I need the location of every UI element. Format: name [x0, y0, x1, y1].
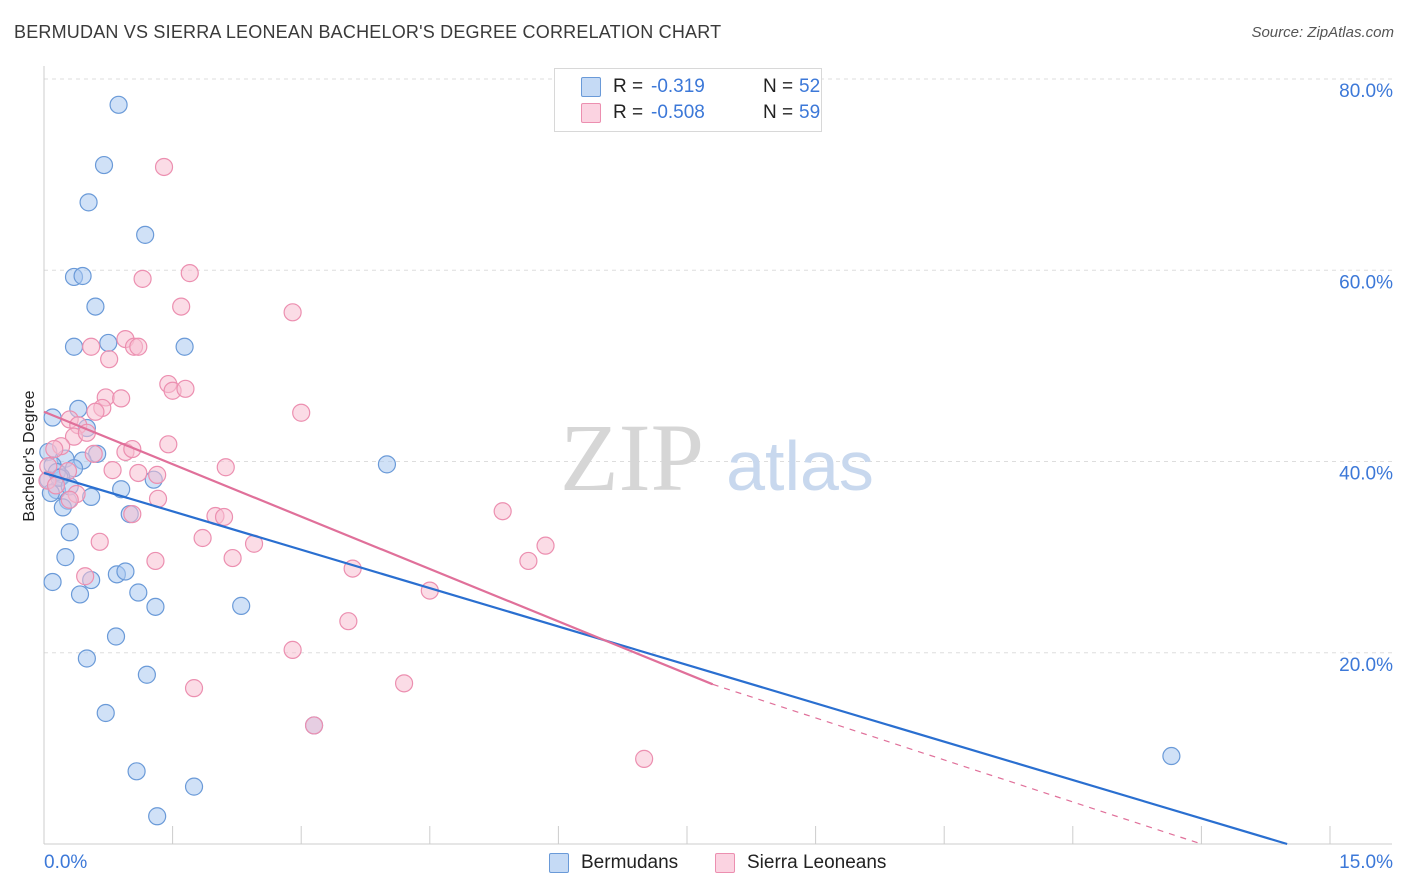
bermudan-point: [79, 193, 98, 212]
sierra-leonean-point: [176, 379, 195, 398]
sierra-leonean-point: [123, 504, 142, 524]
sierra-leonean-point: [82, 337, 101, 356]
legend-swatch-pink: [581, 103, 601, 123]
legend-label-sierra-leoneans: Sierra Leoneans: [747, 852, 887, 873]
correlation-legend: R = -0.319 N = 52 R = -0.508 N = 59: [554, 68, 822, 132]
bermudan-point: [96, 703, 115, 723]
bermudan-point: [116, 562, 135, 581]
sierra-leonean-point: [76, 567, 95, 586]
bermudan-point: [146, 597, 165, 616]
legend-n-value-sierra-leoneans: 59: [799, 102, 821, 123]
bermudan-point: [127, 762, 146, 781]
sierra-leonean-point: [159, 435, 178, 454]
legend-label-bermudans: Bermudans: [581, 852, 679, 873]
sierra-leonean-trendline-extension: [712, 683, 1202, 845]
sierra-leonean-point: [536, 536, 555, 555]
sierra-leonean-point: [129, 337, 148, 356]
bermudan-point: [1162, 746, 1181, 766]
x-tick-label-min: 0.0%: [44, 852, 88, 873]
sierra-leonean-point: [283, 303, 302, 322]
legend-n-label: N =: [763, 76, 794, 97]
sierra-leonean-point: [172, 297, 191, 316]
bermudan-point: [184, 777, 204, 796]
sierra-leonean-point: [133, 269, 152, 288]
sierra-leonean-point: [123, 439, 142, 459]
watermark-atlas: atlas: [726, 427, 874, 505]
bermudan-point: [109, 95, 128, 114]
bermudan-point: [60, 523, 79, 542]
bermudan-point: [377, 455, 397, 474]
legend-r-label: R =: [613, 102, 644, 123]
bermudan-point: [112, 480, 131, 499]
sierra-leonean-point: [154, 157, 174, 177]
bermudan-point: [129, 583, 148, 602]
x-tick-label-max: 15.0%: [1339, 852, 1393, 873]
sierra-leonean-point: [58, 461, 78, 481]
sierra-leonean-point: [90, 532, 109, 551]
chart-title: BERMUDAN VS SIERRA LEONEAN BACHELOR'S DE…: [14, 22, 722, 42]
legend-r-label: R =: [613, 76, 644, 97]
legend-n-label: N =: [763, 102, 794, 123]
bermudan-point: [175, 337, 194, 356]
legend-r-value-bermudans: -0.319: [651, 76, 705, 97]
bermudan-point: [136, 225, 155, 244]
sierra-leonean-point: [112, 389, 131, 408]
bermudan-point: [148, 807, 167, 826]
legend-n-value-bermudans: 52: [799, 76, 821, 97]
sierra-leonean-point: [339, 612, 358, 631]
bermudan-point: [73, 266, 92, 286]
sierra-leonean-point: [223, 548, 242, 568]
sierra-leonean-point: [635, 749, 654, 768]
sierra-leonean-point: [86, 402, 105, 421]
sierra-leonean-point: [216, 458, 235, 477]
sierra-leonean-point: [519, 551, 538, 571]
sierra-leonean-point: [214, 507, 234, 527]
y-tick-label: 20.0%: [1339, 655, 1393, 676]
sierra-leonean-point: [148, 465, 167, 484]
sierra-leonean-point: [180, 264, 199, 283]
sierra-leonean-point: [100, 350, 119, 369]
bermudan-trendline: [43, 471, 1288, 846]
legend-swatch-blue: [581, 77, 601, 97]
bermudan-point: [99, 333, 118, 353]
y-tick-label: 40.0%: [1339, 464, 1393, 485]
sierra-leonean-point: [193, 528, 212, 548]
sierra-leonean-point: [129, 463, 148, 483]
sierra-leonean-trendline: [43, 410, 714, 686]
sierra-leonean-point: [103, 461, 122, 480]
y-axis-label: Bachelor's Degree: [21, 390, 38, 522]
sierra-leonean-point: [184, 679, 204, 698]
source-label: Source: ZipAtlas.com: [1251, 24, 1394, 41]
bermudan-point: [70, 585, 90, 604]
sierra-leonean-point: [292, 403, 311, 422]
bermudan-point: [43, 572, 62, 592]
bermudan-point: [106, 627, 126, 646]
sierra-leonean-point: [394, 674, 414, 693]
legend-swatch-blue: [549, 853, 569, 873]
sierra-leonean-point: [493, 502, 512, 521]
bermudan-point: [64, 337, 84, 356]
bermudan-point: [77, 649, 96, 668]
bermudan-point: [86, 297, 105, 316]
y-tick-label: 80.0%: [1339, 81, 1393, 102]
y-tick-label: 60.0%: [1339, 272, 1393, 293]
bermudan-point: [232, 596, 251, 615]
series-legend: Bermudans Sierra Leoneans: [0, 852, 1406, 876]
sierra-leonean-point: [84, 444, 103, 463]
legend-r-value-sierra-leoneans: -0.508: [651, 102, 705, 123]
sierra-leonean-point: [146, 551, 165, 571]
sierra-leonean-point: [283, 640, 302, 659]
legend-swatch-pink: [715, 853, 735, 873]
sierra-leonean-point: [60, 490, 79, 509]
watermark-zip: ZIP: [560, 404, 704, 511]
bermudan-point: [137, 665, 156, 684]
bermudan-point: [94, 155, 114, 175]
sierra-leonean-point: [304, 716, 324, 735]
bermudan-point: [56, 548, 75, 567]
sierra-leonean-point: [45, 439, 64, 459]
